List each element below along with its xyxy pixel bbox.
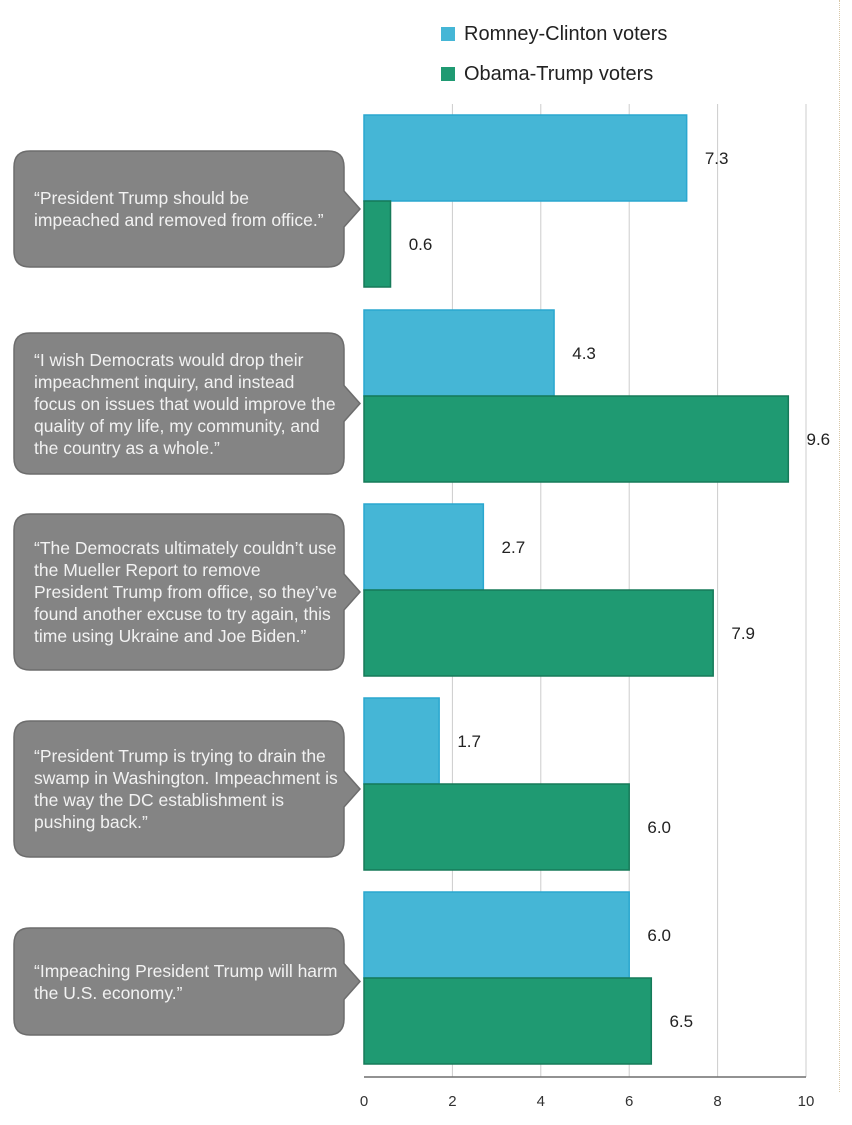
- bar-value-label: 1.7: [457, 732, 481, 751]
- bar-romney-clinton: [363, 697, 440, 785]
- bar-value-label: 4.3: [572, 344, 596, 363]
- quote-text: “I wish Democrats would drop their impea…: [34, 349, 336, 458]
- bar-romney-clinton: [363, 309, 555, 397]
- quote-bubble: [13, 927, 362, 1036]
- bar-romney-clinton: [363, 891, 630, 979]
- x-tick-label: 2: [448, 1093, 456, 1110]
- page-divider: [839, 0, 840, 1092]
- bar-value-label: 0.6: [409, 235, 433, 254]
- bar-value-label: 6.0: [647, 818, 671, 837]
- bar-romney-clinton: [363, 114, 688, 202]
- bar-romney-clinton: [363, 503, 485, 591]
- bar-value-label: 7.3: [705, 149, 729, 168]
- x-tick-label: 0: [360, 1093, 368, 1110]
- quote-bubble: [13, 150, 362, 268]
- bars: [363, 114, 790, 1065]
- legend-item-romney-clinton: Romney-Clinton voters: [441, 14, 667, 54]
- quote-text: “President Trump should be impeached and…: [34, 188, 324, 230]
- quote-bubble: [13, 513, 362, 671]
- bar-obama-trump: [363, 783, 630, 871]
- bar-obama-trump: [363, 200, 392, 288]
- bar-value-label: 6.0: [647, 926, 671, 945]
- quote-text: “The Democrats ultimately couldn’t use t…: [34, 538, 338, 646]
- bar-obama-trump: [363, 977, 653, 1065]
- legend-swatch-obama-trump: [441, 67, 455, 81]
- legend-label: Obama-Trump voters: [464, 62, 654, 85]
- bar-value-label: 7.9: [731, 624, 755, 643]
- value-labels: 7.3 0.6 4.3 9.6 2.7 7.9 1.7 6.0 6.0 6.5: [409, 149, 830, 1031]
- bar-obama-trump: [363, 395, 790, 483]
- legend-swatch-romney-clinton: [441, 27, 455, 41]
- x-tick-label: 4: [537, 1093, 545, 1110]
- x-tick-label: 6: [625, 1093, 633, 1110]
- x-axis-ticks: 0 2 4 6 8 10: [360, 1093, 815, 1110]
- quote-bubble: [13, 332, 362, 475]
- legend: Romney-Clinton voters Obama-Trump voters: [441, 14, 667, 94]
- bar-value-label: 6.5: [669, 1012, 693, 1031]
- quote-bubbles: [13, 150, 362, 1036]
- bar-obama-trump: [363, 589, 714, 677]
- legend-label: Romney-Clinton voters: [464, 22, 668, 45]
- bar-value-label: 9.6: [806, 430, 830, 449]
- x-tick-label: 10: [798, 1093, 815, 1110]
- legend-item-obama-trump: Obama-Trump voters: [441, 54, 667, 94]
- quote-text: “Impeaching President Trump will harm th…: [34, 960, 338, 1003]
- bar-value-label: 2.7: [502, 538, 526, 557]
- quote-bubble: [13, 720, 362, 858]
- quote-text: “President Trump is trying to drain the …: [34, 746, 338, 832]
- x-tick-label: 8: [713, 1093, 721, 1110]
